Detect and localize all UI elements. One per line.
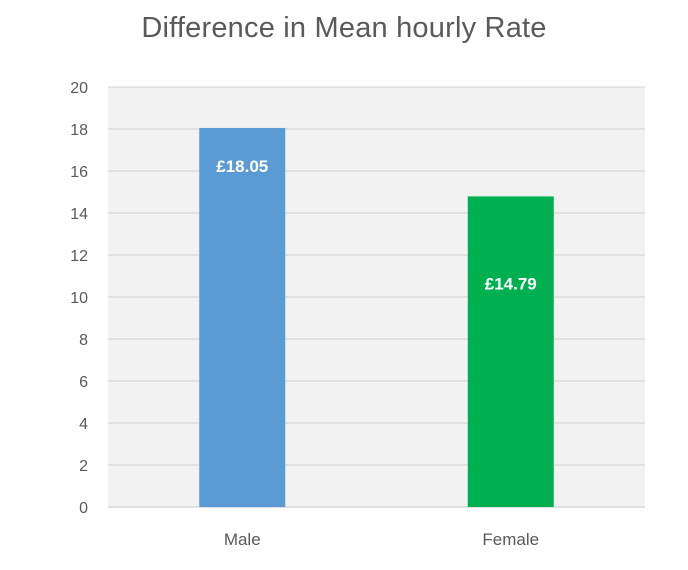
y-tick-label: 18 bbox=[70, 122, 88, 139]
y-tick-label: 20 bbox=[70, 80, 88, 97]
y-tick-label: 6 bbox=[79, 374, 88, 391]
y-tick-label: 4 bbox=[79, 416, 88, 433]
x-tick-label: Female bbox=[482, 530, 539, 549]
data-label: £18.05 bbox=[216, 157, 268, 176]
y-tick-label: 0 bbox=[79, 500, 88, 517]
y-tick-label: 12 bbox=[70, 248, 88, 265]
y-tick-label: 2 bbox=[79, 458, 88, 475]
y-tick-label: 8 bbox=[79, 332, 88, 349]
y-tick-label: 14 bbox=[70, 206, 88, 223]
bar-female bbox=[467, 196, 554, 507]
x-tick-label: Male bbox=[224, 530, 261, 549]
y-tick-label: 10 bbox=[70, 290, 88, 307]
chart-title: Difference in Mean hourly Rate bbox=[141, 12, 547, 44]
y-tick-label: 16 bbox=[70, 164, 88, 181]
bar-male bbox=[199, 127, 286, 507]
data-label: £14.79 bbox=[485, 274, 537, 293]
